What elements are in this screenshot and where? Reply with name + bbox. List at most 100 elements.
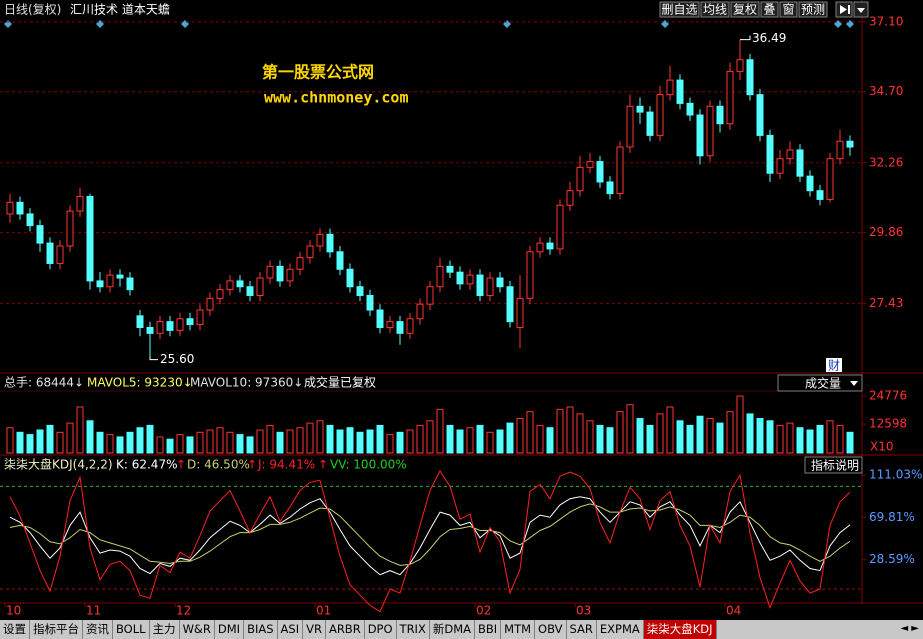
y-tick-label: 34.70 — [869, 84, 903, 98]
volume-bar — [766, 420, 774, 454]
candle-body — [826, 158, 834, 200]
candle-body — [476, 274, 484, 296]
tab[interactable]: TRIX — [397, 620, 430, 639]
tab[interactable]: OBV — [535, 620, 567, 639]
x-tick-label: 04 — [726, 604, 741, 618]
volume-bar — [276, 431, 284, 454]
y-tick-label: 12598 — [869, 417, 907, 431]
volume-bar — [706, 418, 714, 454]
vv-label: VV: 100.00% — [330, 458, 407, 472]
indicator-help[interactable]: 指标说明 — [811, 458, 859, 473]
volume-bar — [696, 415, 704, 454]
volume-bar — [256, 429, 264, 454]
badge-box[interactable] — [826, 358, 842, 372]
candle-body — [96, 280, 104, 288]
volume-bar — [716, 422, 724, 454]
volume-bar — [756, 418, 764, 454]
tab[interactable]: ASI — [278, 620, 304, 639]
candle-body — [216, 289, 224, 299]
candle-body — [426, 286, 434, 305]
x-tick-label: 11 — [86, 604, 101, 618]
button-box[interactable] — [804, 456, 863, 474]
dropdown-icon — [857, 8, 865, 13]
selector-box[interactable] — [777, 374, 863, 392]
tab[interactable]: 资讯 — [83, 620, 113, 639]
play-icon — [840, 5, 847, 14]
candle-body — [336, 251, 344, 270]
candle-body — [186, 318, 194, 326]
volume-bar — [666, 406, 674, 454]
volume-bar — [16, 431, 24, 454]
candle-body — [656, 94, 664, 136]
legend-entry: MAVOL5: 93230↓ — [87, 376, 193, 390]
toolbar-label[interactable]: 删自选 — [661, 3, 697, 17]
candle-body — [756, 94, 764, 136]
toolbar-label[interactable]: 预测 — [801, 3, 825, 17]
candle-body — [496, 277, 504, 288]
tab[interactable]: BIAS — [244, 620, 278, 639]
tab[interactable]: DMI — [215, 620, 245, 639]
candle-body — [86, 196, 94, 282]
stock-name: 汇川技术 道本天蟾 — [70, 3, 170, 17]
unit-label: X10 — [870, 440, 894, 454]
candle-body — [666, 79, 674, 96]
tab[interactable]: BOLL — [113, 620, 150, 639]
tab[interactable]: 指标平台 — [30, 620, 83, 639]
tab[interactable]: ARBR — [326, 620, 365, 639]
tab[interactable]: 主力 — [150, 620, 180, 639]
candle-body — [846, 140, 854, 148]
toolbar-label[interactable]: 叠 — [763, 3, 775, 17]
volume-bar — [496, 429, 504, 454]
candle-body — [66, 210, 74, 247]
candle-body — [616, 146, 624, 195]
tab[interactable]: W&R — [180, 620, 215, 639]
legend-arrow: ↑ — [318, 458, 328, 472]
toolbar-button[interactable] — [760, 1, 779, 18]
tab[interactable]: BBI — [475, 620, 502, 639]
volume-bar — [456, 429, 464, 454]
volume-bar — [686, 424, 694, 454]
volume-bar — [316, 420, 324, 454]
volume-bar — [146, 424, 154, 454]
toolbar-label[interactable]: 均线 — [703, 3, 727, 17]
candle-body — [406, 318, 414, 334]
selector[interactable]: 成交量 — [805, 376, 841, 391]
toolbar-label[interactable]: 窗 — [782, 3, 794, 17]
tab[interactable]: DPO — [365, 620, 397, 639]
tab-scroll[interactable]: ◄ ► — [900, 623, 919, 634]
candle-body — [366, 294, 374, 311]
toolbar-button[interactable] — [798, 1, 828, 18]
watermark: www.chnmoney.com — [264, 89, 409, 107]
toolbar-button[interactable] — [700, 1, 730, 18]
candle-body — [376, 309, 384, 328]
badge[interactable]: 财 — [828, 359, 840, 373]
candle-body — [636, 105, 644, 113]
volume-bar — [466, 427, 474, 454]
tab[interactable]: 设置 — [0, 620, 30, 639]
volume-bar — [576, 413, 584, 454]
volume-bar — [676, 420, 684, 454]
tab[interactable]: 新DMA — [430, 620, 475, 639]
toolbar-label[interactable]: 复权 — [733, 3, 757, 17]
nav-icons[interactable] — [835, 1, 869, 18]
tab[interactable]: SAR — [567, 620, 597, 639]
volume-bar — [816, 424, 824, 454]
candle-body — [136, 315, 144, 328]
y-tick-label: 32.26 — [869, 155, 903, 169]
candle-body — [276, 265, 284, 282]
tab[interactable]: MTM — [501, 620, 536, 639]
legend-entry: 总手: 68444↓ — [4, 376, 84, 390]
candle-body — [386, 321, 394, 328]
volume-bar — [406, 429, 414, 454]
toolbar-button[interactable] — [779, 1, 798, 18]
volume-bar — [376, 424, 384, 454]
toolbar-button[interactable] — [659, 1, 700, 18]
volume-bar — [136, 427, 144, 454]
tab[interactable]: VR — [303, 620, 326, 639]
tab[interactable]: EXPMA — [597, 620, 644, 639]
candle-body — [286, 268, 294, 282]
volume-bar — [786, 422, 794, 454]
volume-bar — [566, 406, 574, 454]
toolbar-button[interactable] — [730, 1, 760, 18]
tab[interactable]: 柒柒大盘KDJ — [643, 620, 717, 639]
